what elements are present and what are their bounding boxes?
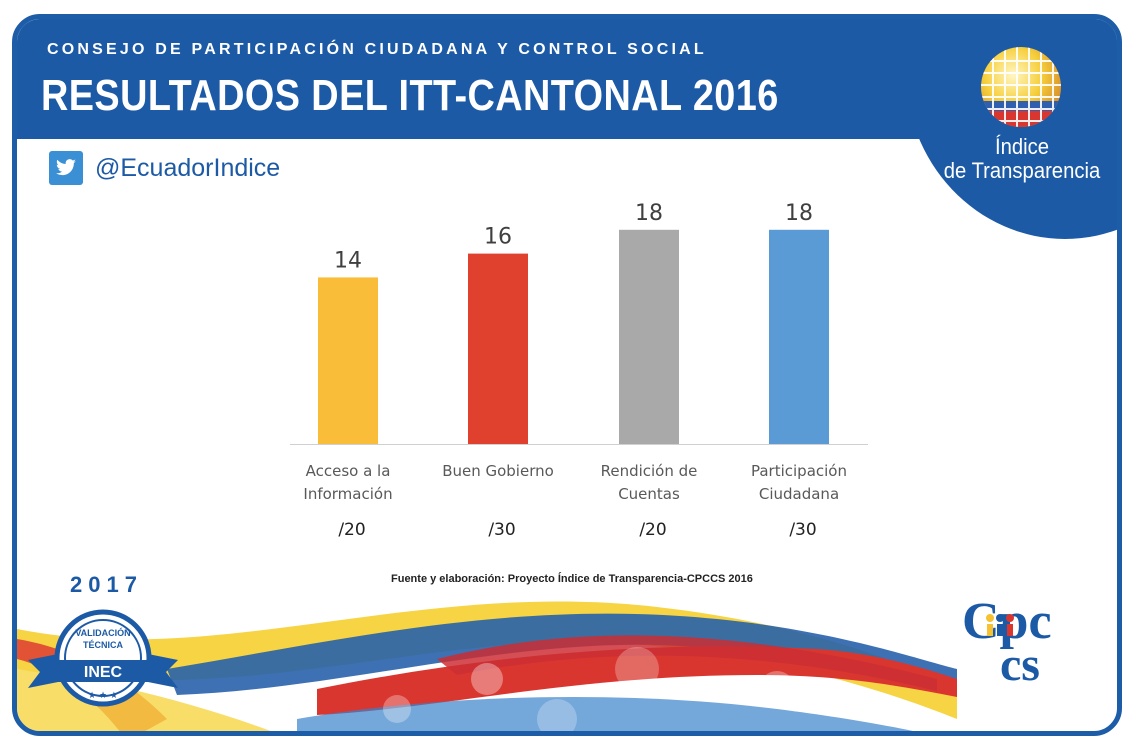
category-label-1-line-1: Acceso a la	[306, 462, 391, 480]
year-label: 2017	[70, 572, 143, 597]
brand-text: Índice de Transparencia	[930, 135, 1114, 183]
category-label-3-line-2: Cuentas	[618, 485, 680, 503]
max-score-3: /20	[639, 520, 666, 540]
badge-line-2: TÉCNICA	[83, 640, 123, 650]
data-label-1: 14	[334, 248, 362, 273]
bar-2	[468, 253, 528, 444]
badge-line-1: VALIDACIÓN	[75, 627, 130, 638]
twitter-handle-block[interactable]: @EcuadorIndice	[49, 151, 280, 185]
badge-org: INEC	[84, 664, 123, 681]
globe-logo-icon	[981, 47, 1061, 127]
data-label-2: 16	[484, 225, 512, 250]
bar-4	[769, 229, 829, 444]
twitter-handle[interactable]: @EcuadorIndice	[95, 153, 281, 182]
max-score-1: /20	[338, 520, 365, 540]
data-label-4: 18	[785, 201, 813, 226]
category-label-4-line-1: Participación	[751, 462, 847, 480]
bar-1	[318, 277, 378, 444]
bar-3	[619, 229, 679, 444]
badge-stars-icon: ★ ★ ★	[88, 691, 118, 701]
data-label-3: 18	[635, 201, 663, 226]
brand-line-1: Índice	[994, 134, 1050, 159]
cpccs-logo-icon: Cpc cs	[962, 593, 1052, 682]
category-label-2-line-1: Buen Gobierno	[442, 462, 554, 480]
brand-line-2: de Transparencia	[943, 158, 1101, 183]
category-label-1-line-2: Información	[303, 485, 392, 503]
cpccs-logo-top: Cpc	[962, 593, 1052, 650]
category-label-3-line-1: Rendición de	[601, 462, 698, 480]
page-title: RESULTADOS DEL ITT-CANTONAL 2016	[41, 71, 779, 120]
cpccs-logo-bottom: cs	[1000, 638, 1040, 682]
header-subtitle: CONSEJO DE PARTICIPACIÓN CIUDADANA Y CON…	[47, 41, 707, 58]
inec-badge-icon: VALIDACIÓN TÉCNICA INEC ★ ★ ★	[28, 609, 178, 707]
category-label-4-line-2: Ciudadana	[759, 485, 839, 503]
max-score-4: /30	[789, 520, 816, 540]
max-score-2: /30	[488, 520, 515, 540]
twitter-icon	[49, 151, 83, 185]
chart-source: Fuente y elaboración: Proyecto Índice de…	[391, 573, 753, 585]
main-frame: CONSEJO DE PARTICIPACIÓN CIUDADANA Y CON…	[12, 14, 1122, 736]
